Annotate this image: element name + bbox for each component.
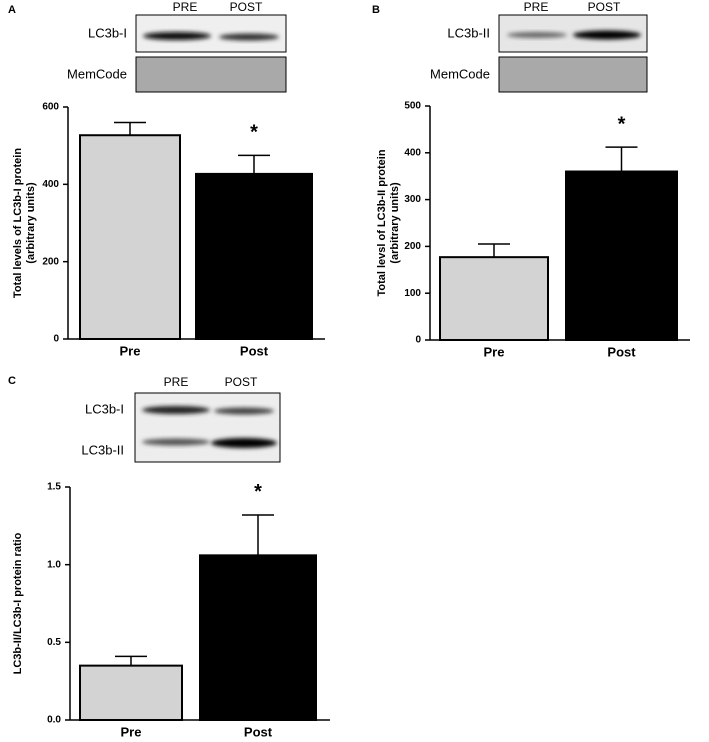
y-tick-label: 600 (42, 102, 59, 113)
panel-letter: C (8, 375, 16, 387)
bar (79, 664, 183, 722)
band (214, 407, 274, 415)
y-axis-label: LC3b-II/LC3b-I protein ratio (12, 532, 24, 674)
y-axis-label: Total levels of LC3b-I protein (12, 148, 24, 298)
band (142, 406, 210, 414)
y-tick-label: 1.5 (47, 482, 61, 493)
lane-label: POST (588, 0, 621, 14)
band (142, 438, 210, 446)
annotation: * (250, 122, 258, 144)
lane-label: PRE (524, 0, 549, 14)
y-tick-label: 0 (53, 334, 59, 345)
row-label: LC3b-II (81, 442, 124, 457)
x-tick-label: Pre (121, 724, 142, 739)
y-tick-label: 200 (404, 241, 421, 252)
y-tick-label: 0.5 (47, 637, 61, 648)
blot-box (135, 56, 287, 93)
band (211, 438, 277, 448)
x-tick-label: Post (607, 344, 636, 359)
lane-label: POST (225, 375, 258, 389)
annotation: * (618, 113, 626, 135)
bar (439, 256, 549, 341)
blot-box (134, 392, 281, 463)
lane-label: POST (230, 0, 263, 14)
panel-letter: B (372, 4, 380, 16)
x-tick-label: Post (240, 343, 269, 358)
blot-a: A PRE POST LC3b-I MemCode (8, 0, 287, 93)
bar (199, 554, 317, 722)
y-axis-label: (arbitrary units) (389, 182, 401, 264)
row-label: LC3b-I (85, 401, 124, 416)
y-axis-label: Total levsl of LC3b-II protein (376, 149, 388, 296)
annotation: * (254, 481, 262, 503)
band (143, 32, 211, 40)
panel-letter: A (8, 4, 16, 16)
x-tick-label: Pre (484, 344, 505, 359)
y-tick-label: 1.0 (47, 559, 61, 570)
y-tick-label: 300 (404, 194, 421, 205)
blot-box (498, 56, 648, 93)
row-label: MemCode (430, 66, 490, 81)
bar (195, 172, 313, 340)
lane-label: PRE (164, 375, 189, 389)
row-label: LC3b-II (447, 25, 490, 40)
band (219, 33, 279, 41)
y-axis-label: (arbitrary units) (25, 182, 37, 264)
x-tick-label: Pre (120, 343, 141, 358)
row-label: LC3b-I (88, 25, 127, 40)
row-label: MemCode (67, 66, 127, 81)
band (573, 30, 641, 40)
y-tick-label: 500 (404, 101, 421, 112)
band (507, 32, 567, 38)
blot-c: C PRE POST LC3b-I LC3b-II (8, 375, 281, 463)
y-tick-label: 0.0 (47, 715, 61, 726)
lane-label: PRE (173, 0, 198, 14)
y-tick-label: 200 (42, 256, 59, 267)
y-tick-label: 0 (415, 335, 421, 346)
bar (79, 134, 181, 340)
y-tick-label: 100 (404, 288, 421, 299)
bar (565, 170, 678, 341)
y-tick-label: 400 (404, 147, 421, 158)
x-tick-label: Post (244, 724, 273, 739)
blot-b: B PRE POST LC3b-II MemCode (372, 0, 648, 93)
y-tick-label: 400 (42, 179, 59, 190)
